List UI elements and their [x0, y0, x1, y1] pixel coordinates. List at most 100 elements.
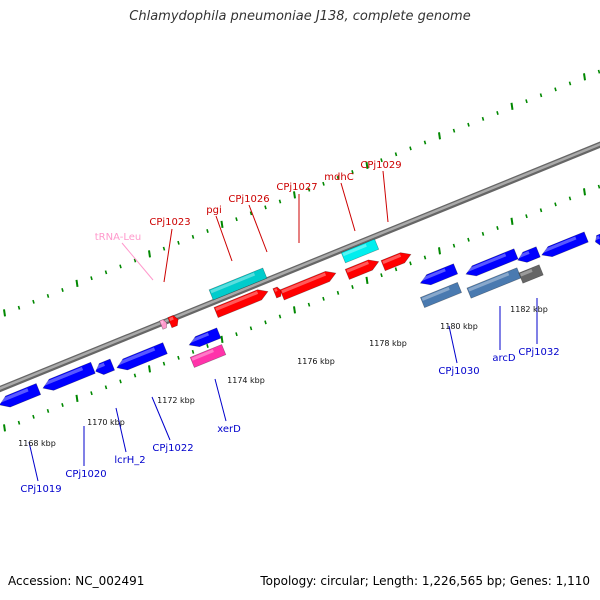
- kbp-label-1178: 1178 kbp: [369, 339, 407, 348]
- tick-mark-lower: [467, 237, 470, 242]
- xerd-arrow-shine: [188, 332, 210, 344]
- cpj1027-arrow: [279, 271, 337, 301]
- label-cpj1023: CPj1023: [149, 217, 190, 228]
- tick-mark-lower: [104, 385, 108, 390]
- lcrh-2-arrow-shine: [94, 362, 105, 370]
- tick-mark-upper: [206, 229, 209, 233]
- tick-mark-upper: [394, 152, 398, 157]
- tick-mark-upper: [61, 288, 64, 292]
- tick-mark-lower: [510, 217, 514, 225]
- tick-mark-lower: [409, 261, 412, 266]
- cpj1032-domain-bar-shine: [520, 268, 533, 277]
- label-cpj1032: CPj1032: [518, 347, 559, 358]
- tick-mark-upper: [191, 234, 195, 239]
- tick-mark-upper: [90, 276, 93, 281]
- tick-mark-lower: [61, 403, 64, 407]
- backbone-highlight: [0, 142, 600, 390]
- tick-mark-upper: [597, 69, 600, 74]
- cpj1023-arrow-shine: [169, 316, 174, 322]
- kbp-label-1180: 1180 kbp: [440, 322, 478, 331]
- cpj1032-domain-bar-shape: [518, 264, 544, 284]
- tick-mark-upper: [32, 299, 35, 304]
- cpj1023-arrow: [167, 315, 179, 329]
- label-pgi-callout: [215, 215, 233, 262]
- cpj1030-arrow: [419, 263, 459, 286]
- tick-mark-lower: [539, 208, 543, 213]
- tick-mark-upper: [510, 102, 514, 110]
- feature-arrows: [0, 231, 600, 408]
- trna-leu-arrow-shine: [160, 320, 164, 324]
- xerd-domain-bar: [189, 344, 227, 368]
- tick-mark-lower: [90, 391, 93, 396]
- tick-mark-lower: [220, 335, 224, 343]
- tick-mark-lower: [583, 188, 586, 196]
- pgi-domain-bar-shine: [210, 272, 256, 294]
- kbp-label-1168: 1168 kbp: [18, 439, 56, 448]
- tick-mark-upper: [423, 140, 427, 145]
- mdhc-domain-bar: [340, 238, 380, 264]
- tick-mark-lower: [438, 247, 441, 255]
- label-cpj1027: CPj1027: [276, 182, 317, 193]
- tick-mark-lower: [32, 414, 35, 419]
- xerd-arrow-shape: [188, 327, 222, 348]
- tick-mark-lower: [191, 349, 195, 354]
- tick-mark-upper: [177, 240, 180, 245]
- label-cpj1022: CPj1022: [152, 443, 193, 454]
- label-pgi: pgi: [206, 205, 221, 216]
- tick-mark-upper: [380, 158, 383, 163]
- cpj1032-arrow-shine: [517, 250, 530, 259]
- tick-mark-upper: [249, 211, 253, 216]
- tick-mark-lower: [264, 320, 267, 325]
- cpj1020-arrow-shape: [42, 361, 96, 391]
- next-gene-arrow: [541, 231, 589, 258]
- tick-mark-lower: [423, 255, 427, 260]
- tick-mark-lower: [554, 202, 557, 207]
- tick-mark-upper: [162, 246, 166, 251]
- tick-mark-lower: [75, 394, 79, 403]
- tick-mark-upper: [17, 305, 21, 310]
- cpj1030-domain-bar-shape: [420, 281, 462, 309]
- tick-mark-upper: [467, 122, 470, 127]
- cpj1029-arrow: [380, 252, 412, 272]
- cpj1030-domain-bar: [420, 281, 462, 309]
- tick-mark-lower: [3, 424, 6, 432]
- tick-mark-lower: [568, 196, 572, 201]
- tick-mark-lower: [380, 273, 383, 278]
- cpj1030-arrow-shape: [419, 263, 459, 286]
- label-cpj1023-callout: [163, 228, 173, 283]
- tick-mark-upper: [3, 309, 6, 317]
- xerd-domain-bar-shape: [189, 344, 227, 368]
- edge-gene-arrow: [594, 232, 600, 246]
- tick-mark-lower: [235, 332, 238, 337]
- cpj1023-arrow-shape: [167, 315, 179, 329]
- tick-mark-upper: [452, 128, 456, 133]
- tick-mark-upper: [351, 170, 354, 174]
- map-title: Chlamydophila pneumoniae J138, complete …: [129, 9, 471, 24]
- pgi-arrow: [213, 289, 269, 319]
- pgi-domain-bar-shape: [208, 267, 268, 301]
- cpj1022-arrow-shine: [115, 347, 156, 366]
- lcrh-2-arrow-shape: [95, 358, 115, 375]
- tick-mark-upper: [119, 264, 122, 269]
- mdhc-arrow: [344, 259, 380, 280]
- tick-mark-upper: [264, 205, 267, 210]
- kbp-label-1182: 1182 kbp: [510, 305, 548, 314]
- tick-mark-upper: [438, 132, 441, 140]
- tick-mark-lower: [162, 361, 166, 366]
- label-cpj1020: CPj1020: [65, 469, 106, 480]
- mdhc-domain-bar-shape: [340, 238, 380, 264]
- label-xerd: xerD: [217, 424, 241, 435]
- label-trna-leu: tRNA-Leu: [95, 232, 141, 243]
- tick-mark-lower: [46, 408, 50, 413]
- mdhc-arrow-shine: [346, 261, 369, 273]
- label-lcrh-2-callout: [115, 407, 127, 453]
- tick-marks: [3, 69, 600, 432]
- tick-mark-upper: [75, 279, 79, 288]
- tick-mark-lower: [119, 379, 122, 384]
- label-trna-leu-callout: [121, 242, 154, 281]
- tick-mark-upper: [148, 250, 151, 258]
- next-gene-arrow-shape: [541, 231, 589, 258]
- tick-mark-lower: [177, 355, 180, 360]
- label-callouts: [28, 170, 538, 482]
- tick-mark-lower: [148, 365, 151, 373]
